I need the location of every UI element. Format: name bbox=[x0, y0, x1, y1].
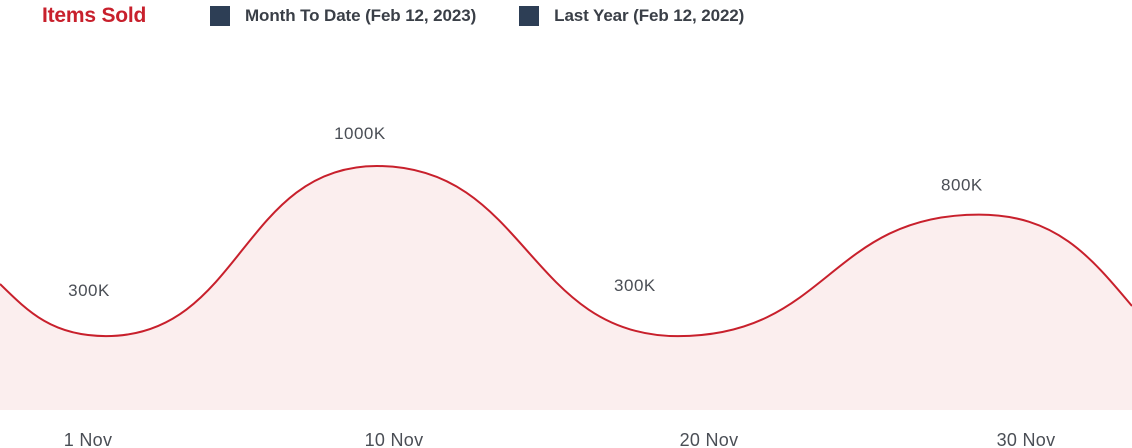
area-fill bbox=[0, 166, 1132, 410]
x-axis-ticks: 1 Nov 10 Nov 20 Nov 30 Nov bbox=[64, 430, 1056, 448]
series-line[interactable] bbox=[0, 164, 1132, 338]
legend-swatch-last-year bbox=[519, 6, 540, 26]
legend-label-last-year: Last Year (Feb 12, 2022) bbox=[554, 6, 745, 25]
legend-label-month-to-date: Month To Date (Feb 12, 2023) bbox=[245, 6, 477, 25]
chart-title: Items Sold bbox=[42, 4, 147, 27]
chart-header: Items Sold Month To Date (Feb 12, 2023) … bbox=[42, 2, 787, 30]
value-label: 300K bbox=[68, 281, 110, 300]
x-tick-label: 1 Nov bbox=[64, 430, 113, 448]
value-label: 800K bbox=[941, 176, 983, 195]
x-tick-label: 10 Nov bbox=[365, 430, 424, 448]
legend-item-last-year[interactable]: Last Year (Feb 12, 2022) bbox=[519, 6, 744, 26]
x-tick-label: 20 Nov bbox=[680, 430, 739, 448]
legend-swatch-month-to-date bbox=[210, 6, 230, 26]
value-labels: 300K 1000K 300K 800K bbox=[68, 124, 983, 300]
legend-item-month-to-date[interactable]: Month To Date (Feb 12, 2023) bbox=[210, 6, 476, 26]
value-label: 300K bbox=[614, 276, 656, 295]
x-tick-label: 30 Nov bbox=[997, 430, 1056, 448]
value-label: 1000K bbox=[334, 124, 386, 143]
